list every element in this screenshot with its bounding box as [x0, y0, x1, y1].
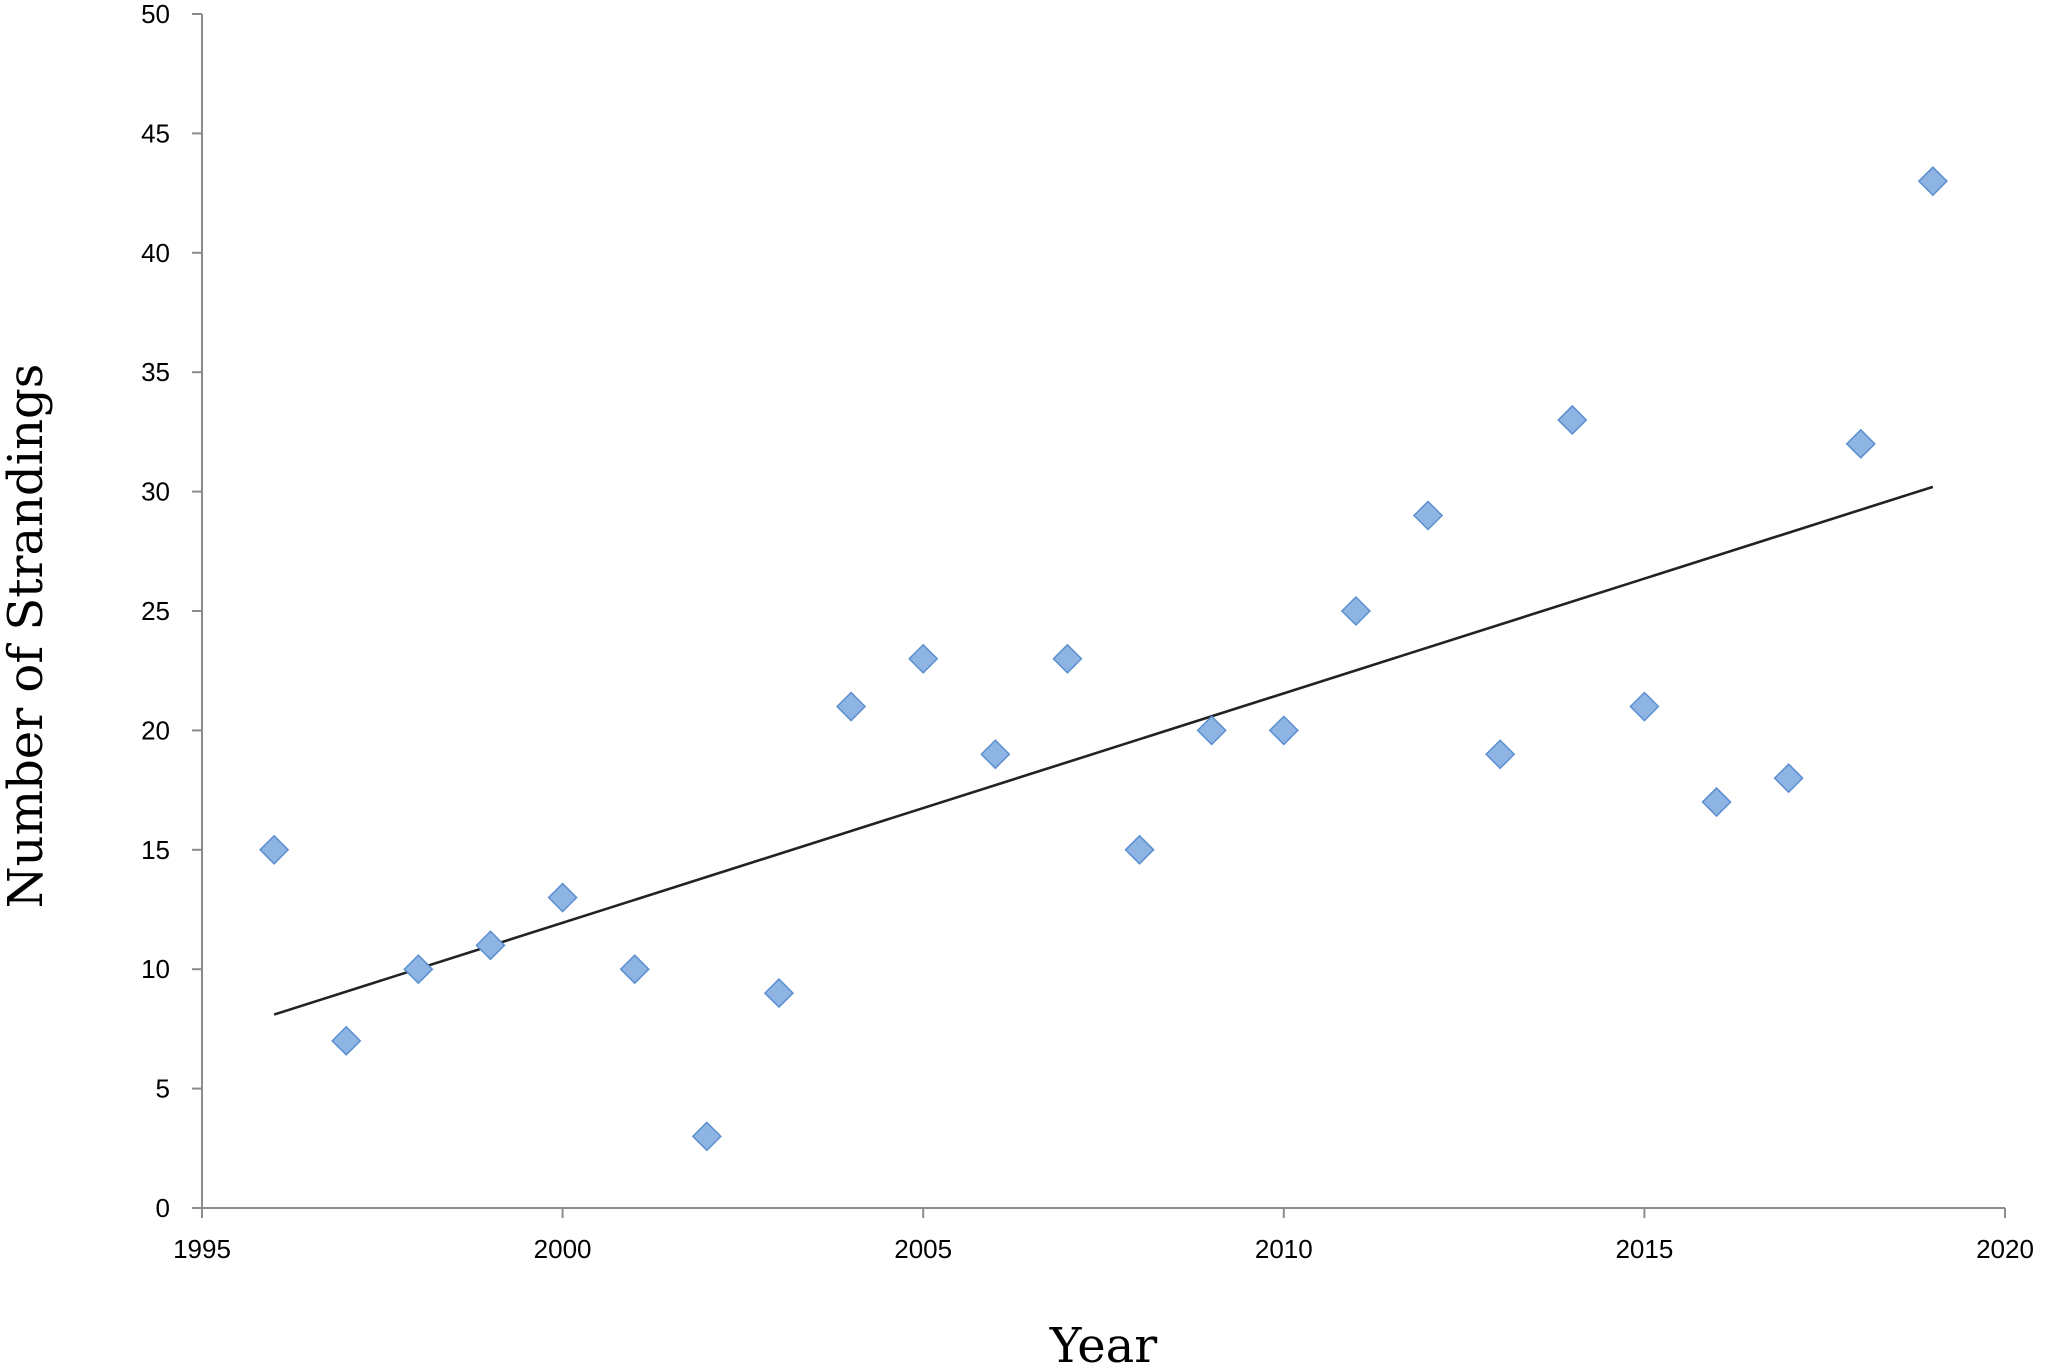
data-point — [331, 1025, 362, 1056]
y-tick-label: 35 — [141, 357, 170, 387]
data-point — [980, 739, 1011, 770]
data-points — [259, 166, 1948, 1152]
data-point — [1773, 763, 1804, 794]
x-axis-ticks: 1995 2000 2005 2010 2015 2020 — [173, 1208, 2034, 1264]
data-point — [475, 930, 506, 961]
data-point — [1701, 786, 1732, 818]
x-tick-label: 2005 — [894, 1234, 952, 1264]
data-point — [547, 882, 578, 913]
data-point — [1629, 691, 1660, 722]
data-point — [1340, 595, 1371, 627]
y-tick-label: 10 — [141, 954, 170, 984]
data-point — [908, 643, 939, 674]
data-point — [403, 954, 434, 985]
data-point — [691, 1121, 722, 1152]
y-tick-label: 50 — [141, 0, 170, 29]
x-tick-label: 2015 — [1615, 1234, 1673, 1264]
y-axis-ticks: 0 5 10 15 20 25 30 35 40 45 50 — [141, 0, 202, 1223]
y-tick-label: 0 — [156, 1193, 170, 1223]
data-point — [763, 978, 795, 1009]
data-point — [259, 834, 290, 865]
y-tick-label: 5 — [156, 1074, 170, 1104]
data-point — [619, 954, 650, 985]
y-tick-label: 45 — [141, 118, 170, 148]
x-tick-label: 2010 — [1255, 1234, 1313, 1264]
trend-line — [273, 485, 1934, 1016]
data-point — [1917, 166, 1948, 197]
x-tick-label: 2020 — [1976, 1234, 2034, 1264]
data-point — [1052, 643, 1083, 674]
axes — [201, 14, 2005, 1209]
data-point — [1124, 834, 1155, 865]
data-point — [1557, 404, 1588, 436]
y-axis-title: Number of Strandings — [0, 364, 54, 909]
data-point — [1485, 739, 1516, 770]
y-tick-label: 20 — [141, 715, 170, 745]
x-axis-title: Year — [1049, 1318, 1158, 1368]
data-point — [1196, 715, 1227, 746]
x-tick-label: 1995 — [173, 1234, 231, 1264]
y-tick-label: 25 — [141, 596, 170, 626]
data-point — [1268, 715, 1299, 746]
data-point — [1845, 428, 1876, 459]
y-tick-label: 15 — [141, 835, 170, 865]
x-tick-label: 2000 — [534, 1234, 592, 1264]
y-tick-label: 40 — [141, 238, 170, 268]
y-tick-label: 30 — [141, 477, 170, 507]
data-point — [836, 691, 867, 722]
data-point — [1412, 500, 1444, 531]
